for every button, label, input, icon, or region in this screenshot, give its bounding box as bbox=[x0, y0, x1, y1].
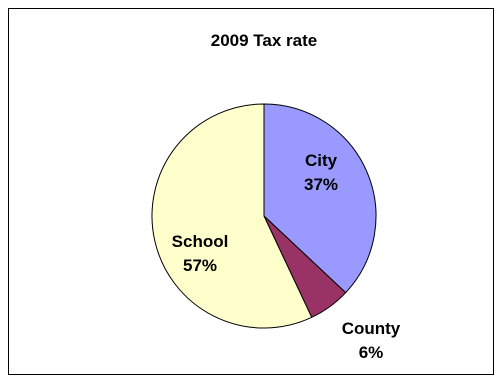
slice-value-county: 6% bbox=[359, 343, 384, 362]
slice-label-school: School bbox=[172, 232, 229, 251]
chart-title: 2009 Tax rate bbox=[211, 31, 317, 50]
slice-value-school: 57% bbox=[183, 256, 217, 275]
slice-value-city: 37% bbox=[304, 175, 338, 194]
pie-slice-school bbox=[151, 103, 313, 329]
pie-slice-city bbox=[263, 103, 377, 294]
pie-slices bbox=[151, 103, 377, 329]
pie-labels: City 37% County 6% School 57% bbox=[172, 151, 401, 362]
slice-label-county: County bbox=[342, 319, 401, 338]
slice-label-city: City bbox=[305, 151, 338, 170]
